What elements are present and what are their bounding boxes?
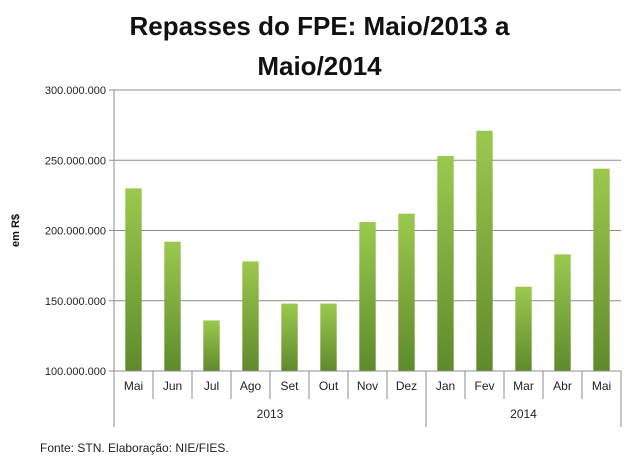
y-tick-label: 200.000.000: [45, 226, 106, 238]
y-tick-label: 150.000.000: [45, 296, 106, 308]
y-tick-label: 300.000.000: [45, 85, 106, 97]
chart-title-line-2: Maio/2014: [257, 51, 382, 81]
axis-labels: 100.000.000 150.000.000 200.000.000 250.000…: [10, 85, 611, 421]
y-tick-label: 100.000.000: [45, 366, 106, 378]
y-tick-label: 250.000.000: [45, 155, 106, 167]
chart-title: Repasses do FPE: Maio/2013 a Maio/2014: [0, 6, 639, 86]
bar-abr-11: [554, 254, 571, 371]
group-label-2013: 2013: [257, 407, 284, 421]
bar-dez-7: [398, 213, 415, 371]
source-note: Fonte: STN. Elaboração: NIE/FIES.: [40, 441, 229, 455]
bars: [125, 130, 610, 371]
bar-jan-8: [437, 156, 454, 371]
x-tick-label: Set: [280, 379, 299, 393]
bar-set-4: [281, 303, 298, 371]
x-tick-label: Dez: [396, 379, 417, 393]
bar-fev-9: [476, 130, 493, 371]
bar-jun-1: [164, 241, 181, 371]
x-tick-label: Mar: [513, 379, 534, 393]
bar-out-5: [320, 303, 337, 371]
bar-chart: 100.000.000 150.000.000 200.000.000 250.000…: [10, 85, 622, 427]
x-tick-label: Fev: [474, 379, 494, 393]
group-label-2014: 2014: [510, 407, 537, 421]
bar-mar-10: [515, 286, 532, 371]
x-tick-label: Jan: [436, 379, 455, 393]
y-axis-label: em R$: [10, 214, 22, 247]
bar-mai-0: [125, 188, 142, 371]
chart-title-line-1: Repasses do FPE: Maio/2013 a: [129, 11, 510, 41]
bar-jul-2: [203, 320, 220, 371]
bar-ago-3: [242, 261, 259, 371]
axes: [109, 89, 622, 427]
x-tick-label: Jul: [204, 379, 219, 393]
x-tick-label: Jun: [163, 379, 182, 393]
x-tick-label: Nov: [357, 379, 378, 393]
x-tick-label: Mai: [124, 379, 143, 393]
x-tick-label: Mai: [592, 379, 611, 393]
bar-nov-6: [359, 222, 376, 371]
x-tick-label: Abr: [553, 379, 572, 393]
bar-mai-12: [593, 168, 610, 371]
x-tick-label: Ago: [240, 379, 262, 393]
x-tick-label: Out: [319, 379, 339, 393]
